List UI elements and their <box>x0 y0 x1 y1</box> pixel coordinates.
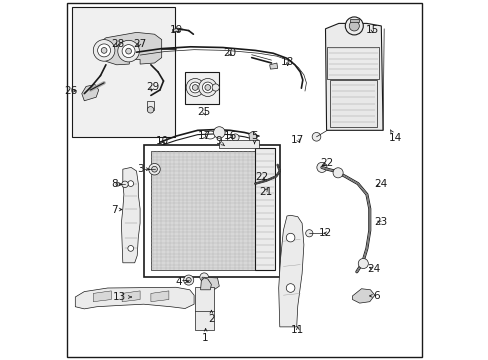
Polygon shape <box>81 85 99 101</box>
Text: 16: 16 <box>224 131 237 141</box>
Polygon shape <box>269 63 277 69</box>
Polygon shape <box>200 278 211 290</box>
Text: 12: 12 <box>318 228 331 238</box>
Polygon shape <box>278 215 303 327</box>
Circle shape <box>358 258 367 269</box>
Bar <box>185 72 219 104</box>
Circle shape <box>98 44 110 57</box>
Text: 3: 3 <box>137 164 149 174</box>
Text: 20: 20 <box>223 48 235 58</box>
Bar <box>255 148 275 270</box>
Circle shape <box>231 134 239 141</box>
Circle shape <box>199 78 216 96</box>
Polygon shape <box>202 277 219 290</box>
Text: 25: 25 <box>197 107 210 117</box>
Text: 22: 22 <box>319 158 332 168</box>
Circle shape <box>345 17 363 35</box>
Circle shape <box>316 162 326 172</box>
Polygon shape <box>99 32 162 65</box>
Bar <box>326 47 379 79</box>
Circle shape <box>200 273 208 282</box>
Polygon shape <box>75 287 194 309</box>
Bar <box>349 19 358 22</box>
Polygon shape <box>352 289 374 303</box>
Text: 24: 24 <box>366 264 379 274</box>
Circle shape <box>311 132 320 141</box>
Text: 19: 19 <box>169 24 183 35</box>
Polygon shape <box>325 23 382 130</box>
Bar <box>146 101 154 110</box>
Circle shape <box>122 45 135 58</box>
Circle shape <box>116 183 120 186</box>
Circle shape <box>192 85 198 90</box>
Polygon shape <box>93 291 111 302</box>
Circle shape <box>101 48 107 53</box>
Text: 24: 24 <box>373 179 386 189</box>
Text: 23: 23 <box>373 217 386 228</box>
Text: 6: 6 <box>369 291 380 301</box>
Bar <box>329 80 376 127</box>
Text: 22: 22 <box>255 172 268 182</box>
Circle shape <box>127 246 133 251</box>
Text: 1: 1 <box>202 328 208 343</box>
Text: 5: 5 <box>251 131 257 144</box>
Circle shape <box>202 82 213 93</box>
Circle shape <box>148 163 160 175</box>
Bar <box>72 7 175 137</box>
Polygon shape <box>172 28 179 32</box>
Text: 8: 8 <box>111 179 122 189</box>
Circle shape <box>285 233 294 242</box>
Circle shape <box>183 275 193 285</box>
Polygon shape <box>121 167 140 263</box>
Circle shape <box>332 168 343 178</box>
Text: 29: 29 <box>146 82 159 92</box>
Circle shape <box>186 278 191 283</box>
Text: 4: 4 <box>175 276 188 287</box>
Text: 28: 28 <box>111 39 124 49</box>
Text: 26: 26 <box>64 86 78 96</box>
Text: 21: 21 <box>258 186 271 197</box>
Text: 18: 18 <box>281 57 294 67</box>
Circle shape <box>127 181 133 186</box>
Bar <box>219 140 258 148</box>
Text: 17: 17 <box>290 135 304 145</box>
Text: 27: 27 <box>132 39 146 49</box>
Bar <box>194 287 213 330</box>
Text: 2: 2 <box>207 310 214 324</box>
Text: 10: 10 <box>156 136 169 146</box>
Text: 15: 15 <box>365 24 378 35</box>
Circle shape <box>118 40 139 62</box>
Circle shape <box>212 84 219 91</box>
Circle shape <box>204 85 210 90</box>
Polygon shape <box>248 131 257 148</box>
Text: 9: 9 <box>215 136 224 146</box>
Bar <box>143 145 279 277</box>
Circle shape <box>186 78 204 96</box>
Polygon shape <box>151 291 168 302</box>
Polygon shape <box>122 291 140 302</box>
Text: 11: 11 <box>290 325 304 336</box>
Text: 13: 13 <box>112 292 131 302</box>
Circle shape <box>213 127 224 138</box>
Circle shape <box>122 181 128 188</box>
Circle shape <box>93 40 115 61</box>
Circle shape <box>151 166 157 172</box>
Text: 14: 14 <box>387 130 401 143</box>
Text: 17: 17 <box>197 131 210 141</box>
Bar <box>151 151 255 270</box>
Circle shape <box>189 82 200 93</box>
Circle shape <box>125 48 131 54</box>
Circle shape <box>147 107 153 113</box>
Circle shape <box>285 284 294 292</box>
Circle shape <box>305 230 312 237</box>
Text: 7: 7 <box>111 204 122 215</box>
Circle shape <box>348 21 359 31</box>
